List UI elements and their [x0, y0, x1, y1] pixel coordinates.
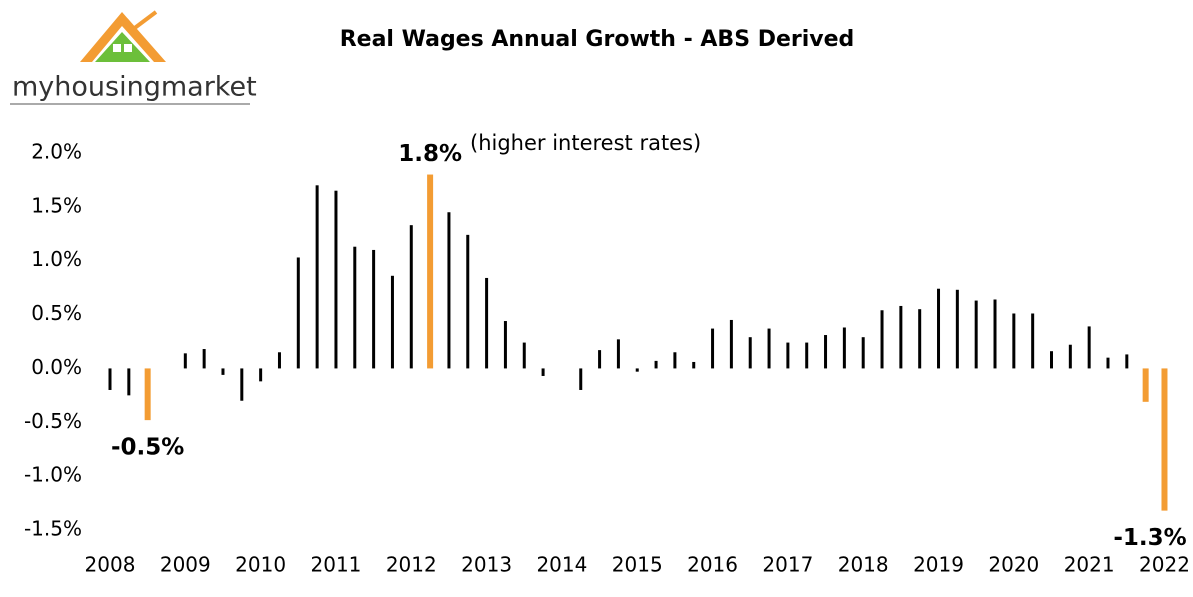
- value-label: 1.8%: [398, 141, 462, 167]
- x-tick-label: 2009: [160, 553, 211, 577]
- bar: [1012, 313, 1016, 369]
- bar: [711, 328, 715, 369]
- bar: [805, 342, 809, 369]
- bar: [277, 352, 281, 369]
- bar: [729, 319, 733, 369]
- bar: [541, 368, 545, 376]
- bar: [522, 342, 526, 369]
- bar: [786, 342, 790, 369]
- bar: [353, 246, 357, 369]
- bar: [1161, 368, 1168, 511]
- bar: [955, 289, 959, 369]
- bar: [1106, 357, 1110, 369]
- bar: [824, 335, 828, 369]
- bar: [1125, 354, 1129, 369]
- y-tick-label: 0.0%: [31, 355, 82, 379]
- y-tick-label: 1.5%: [31, 193, 82, 217]
- x-tick-label: 2012: [386, 553, 437, 577]
- bar: [485, 277, 489, 369]
- x-tick-label: 2020: [988, 553, 1039, 577]
- bar: [598, 350, 602, 369]
- y-tick-label: 2.0%: [31, 140, 82, 164]
- x-tick-label: 2017: [762, 553, 813, 577]
- x-tick-label: 2011: [311, 553, 362, 577]
- bar: [409, 225, 413, 369]
- bar: [937, 288, 941, 369]
- x-tick-label: 2008: [85, 553, 136, 577]
- bar: [673, 352, 677, 369]
- bar: [974, 300, 978, 369]
- bar: [1087, 326, 1091, 369]
- x-tick-label: 2022: [1139, 553, 1190, 577]
- chart-title: Real Wages Annual Growth - ABS Derived: [340, 27, 855, 52]
- bar: [616, 339, 620, 369]
- bar: [1142, 368, 1149, 402]
- x-tick-label: 2016: [687, 553, 738, 577]
- value-label: -1.3%: [1113, 525, 1186, 551]
- annotation: (higher interest rates): [470, 131, 701, 155]
- y-tick-label: 1.0%: [31, 247, 82, 271]
- value-label: -0.5%: [111, 435, 184, 461]
- bar: [447, 212, 451, 369]
- bar: [880, 310, 884, 369]
- bar: [654, 360, 658, 369]
- x-tick-label: 2019: [913, 553, 964, 577]
- bar: [144, 368, 151, 421]
- bar: [390, 275, 394, 369]
- bar: [334, 190, 338, 369]
- bar: [259, 368, 263, 382]
- x-tick-label: 2013: [461, 553, 512, 577]
- bar: [993, 299, 997, 369]
- bar: [221, 368, 225, 375]
- bar: [240, 368, 244, 401]
- bar: [1031, 313, 1035, 369]
- y-tick-label: -1.0%: [24, 463, 82, 487]
- bar: [748, 337, 752, 369]
- y-tick-label: 0.5%: [31, 301, 82, 325]
- bar: [861, 337, 865, 369]
- bar: [427, 174, 434, 369]
- logo-text: myhousingmarket: [12, 72, 257, 103]
- bar: [692, 361, 696, 369]
- bar: [1050, 351, 1053, 369]
- bar: [372, 249, 376, 369]
- bar: [918, 309, 922, 369]
- bar: [842, 327, 846, 369]
- x-tick-label: 2018: [838, 553, 889, 577]
- bar: [579, 368, 583, 390]
- bar: [202, 349, 206, 369]
- y-tick-label: -1.5%: [24, 517, 82, 541]
- y-tick-label: -0.5%: [24, 409, 82, 433]
- bar: [466, 234, 470, 369]
- bar: [899, 305, 903, 369]
- bar: [635, 368, 639, 372]
- bar: [127, 368, 131, 396]
- bar: [1068, 344, 1072, 369]
- x-tick-label: 2021: [1064, 553, 1115, 577]
- bar: [183, 353, 187, 369]
- bar: [315, 185, 319, 369]
- logo-icon: [80, 10, 166, 62]
- bar: [108, 368, 112, 390]
- x-tick-label: 2010: [235, 553, 286, 577]
- bar: [503, 321, 507, 369]
- bar: [767, 328, 771, 369]
- x-tick-label: 2014: [536, 553, 587, 577]
- x-tick-label: 2015: [612, 553, 663, 577]
- bar: [296, 257, 300, 369]
